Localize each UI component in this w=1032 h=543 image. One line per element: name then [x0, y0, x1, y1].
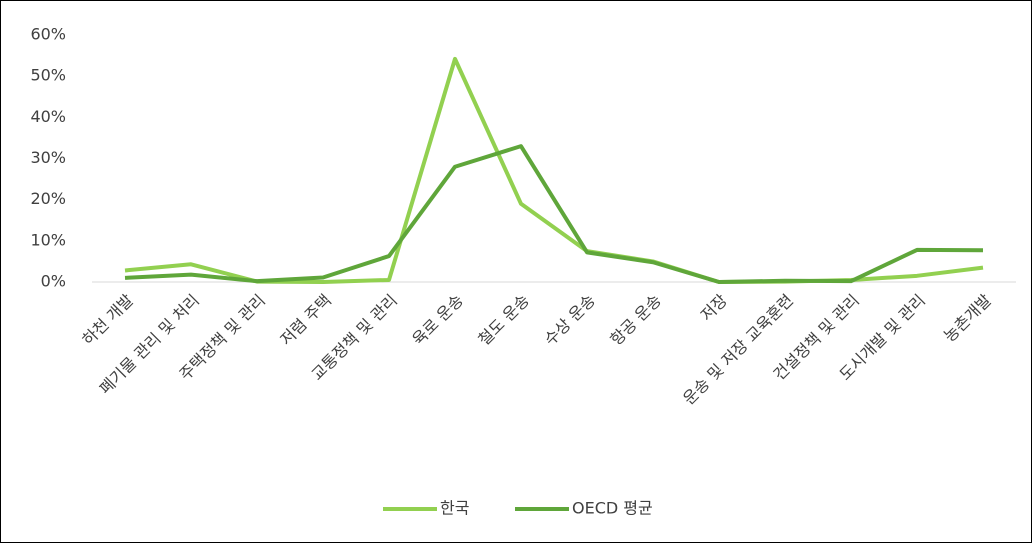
series-line	[124, 144, 984, 284]
y-tick-label: 0%	[41, 272, 66, 291]
y-tick-label: 20%	[30, 189, 66, 208]
y-tick-label: 40%	[30, 107, 66, 126]
legend-label: OECD 평균	[572, 499, 653, 518]
legend-label: 한국	[440, 499, 469, 518]
y-tick-label: 30%	[30, 148, 66, 167]
y-tick-label: 10%	[30, 230, 66, 249]
y-tick-label: 50%	[30, 66, 66, 85]
y-tick-label: 60%	[30, 25, 66, 44]
